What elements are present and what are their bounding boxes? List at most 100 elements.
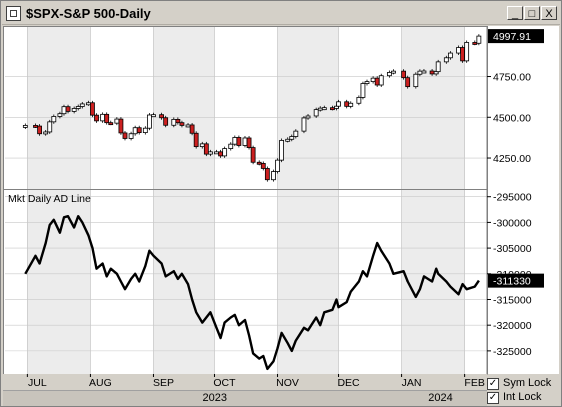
price-candle <box>114 118 120 124</box>
price-candle <box>33 125 38 128</box>
price-candle <box>236 137 242 146</box>
price-candle <box>401 70 407 79</box>
price-candle <box>118 118 124 134</box>
ad-tick-label: -320000 <box>493 320 532 332</box>
price-candle <box>435 61 441 73</box>
price-tick-label: 4750.00 <box>493 72 531 84</box>
price-candle <box>289 136 295 140</box>
price-candle <box>108 122 114 126</box>
month-label: OCT <box>213 377 236 389</box>
right-axis-background <box>487 26 559 374</box>
month-label: DEC <box>337 377 360 389</box>
ad-tick-label: -295000 <box>493 192 532 204</box>
price-candle <box>136 127 142 134</box>
sym-lock-check-icon[interactable]: ✓ <box>487 378 499 390</box>
window-title: $SPX-S&P 500-Daily <box>26 6 151 21</box>
ad-line-series <box>24 214 480 371</box>
int-lock-check-icon[interactable]: ✓ <box>487 392 499 404</box>
month-label: JAN <box>402 377 422 389</box>
month-label: AUG <box>89 377 112 389</box>
price-candle <box>285 138 291 142</box>
price-candle <box>417 70 423 75</box>
price-candle <box>391 70 396 74</box>
price-candle <box>443 57 449 63</box>
minimize-button[interactable]: _ <box>507 6 523 20</box>
price-candle <box>175 118 181 124</box>
ad-tick-label: -325000 <box>493 346 532 358</box>
price-candle <box>90 102 95 116</box>
chart-area[interactable]: 4750.00 4500.00 4250.00 -295000 -300000 -3050… <box>3 26 559 390</box>
price-candle <box>51 116 57 123</box>
price-candle <box>476 35 482 44</box>
price-candle <box>321 107 327 111</box>
price-candle <box>256 161 262 165</box>
price-candle <box>85 102 91 106</box>
month-shade <box>153 26 215 374</box>
price-candle <box>100 113 106 122</box>
price-candle <box>61 106 67 115</box>
month-label: SEP <box>153 377 174 389</box>
window-app-icon[interactable] <box>6 6 21 21</box>
price-candle <box>122 132 128 139</box>
ad-last-value: -311330 <box>493 276 531 288</box>
price-candle <box>71 108 77 112</box>
title-bar[interactable]: $SPX-S&P 500-Daily _ □ X <box>2 2 560 25</box>
price-tick-label: 4250.00 <box>493 153 531 165</box>
price-candle <box>132 127 138 135</box>
maximize-button[interactable]: □ <box>524 6 540 20</box>
price-candle <box>460 47 465 62</box>
price-candle <box>370 77 376 82</box>
ad-tick-label: -300000 <box>493 217 532 229</box>
chart-svg[interactable]: 4750.00 4500.00 4250.00 -295000 -300000 -3050… <box>3 26 559 390</box>
int-lock-label: Int Lock <box>503 391 542 403</box>
price-candle <box>43 131 49 135</box>
price-candle <box>151 114 156 118</box>
price-candle <box>246 137 252 148</box>
price-candle <box>364 81 370 84</box>
price-candle <box>159 114 164 119</box>
price-candle <box>429 70 435 75</box>
sym-lock-label: Sym Lock <box>503 377 552 389</box>
year-label: 2023 <box>202 392 227 404</box>
ad-panel-title: Mkt Daily AD Line <box>8 193 91 205</box>
price-candle <box>94 114 99 122</box>
month-label: NOV <box>276 377 299 389</box>
month-shade <box>277 26 339 374</box>
price-candle <box>301 117 307 132</box>
price-candle <box>199 143 205 148</box>
close-button[interactable]: X <box>541 6 557 20</box>
price-candle <box>344 101 350 107</box>
price-candle <box>242 137 248 146</box>
month-label: FEB <box>464 377 484 389</box>
price-candle <box>360 83 366 98</box>
price-candle <box>336 101 341 107</box>
price-candle <box>271 171 276 181</box>
price-candle <box>142 127 148 134</box>
price-candle <box>146 114 152 129</box>
price-candle <box>65 106 71 112</box>
price-candle <box>104 113 110 124</box>
price-candle <box>189 124 195 134</box>
price-candle <box>163 117 169 126</box>
price-candle <box>128 133 134 139</box>
price-candle <box>37 125 42 135</box>
price-candle <box>222 148 228 157</box>
month-axis-strip <box>3 374 487 390</box>
price-candle <box>171 118 177 126</box>
price-candle <box>456 47 461 54</box>
price-last-value-box <box>488 29 544 44</box>
year-scrollbar[interactable]: 2023 2024 <box>3 390 487 406</box>
price-candle <box>179 122 185 126</box>
price-candle <box>317 107 323 111</box>
price-candle <box>232 137 238 145</box>
price-candle <box>208 151 213 155</box>
month-shade <box>401 26 465 374</box>
price-candle <box>218 151 223 157</box>
price-candle <box>228 143 234 149</box>
price-candle <box>413 73 419 88</box>
price-candle <box>214 151 219 155</box>
price-candle <box>313 109 319 117</box>
price-candle <box>356 96 362 104</box>
price-candle <box>464 42 470 62</box>
